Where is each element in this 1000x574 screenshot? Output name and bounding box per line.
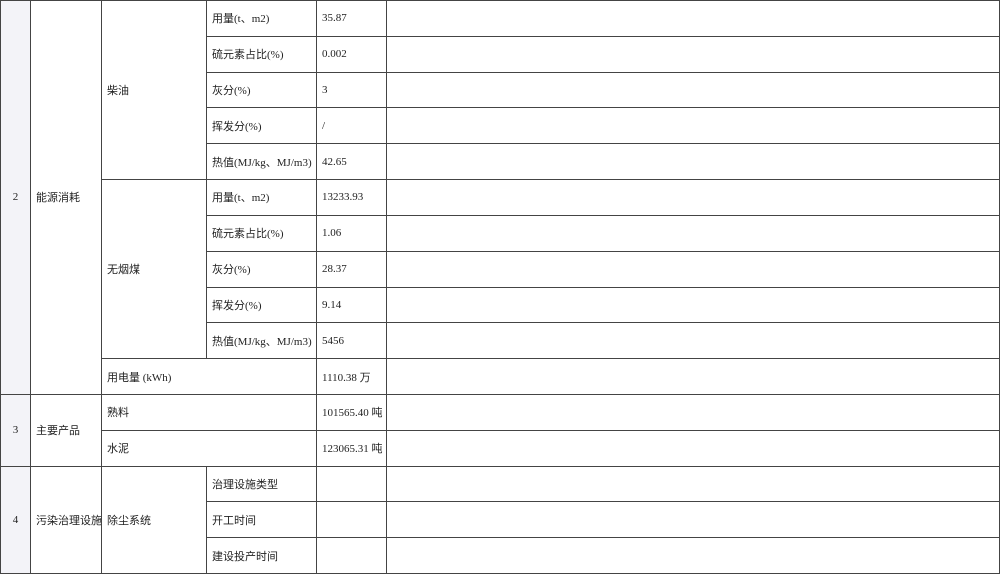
table-row: 无烟煤 用量(t、m2) 13233.93 (1, 179, 1000, 360)
item-label: 开工时间 (206, 501, 317, 539)
item-value (316, 537, 387, 574)
table-row: 挥发分(%) 9.14 (1, 286, 1000, 324)
item-label: 硫元素占比(%) (206, 214, 317, 252)
item-label: 热值(MJ/kg、MJ/m3) (206, 143, 317, 181)
table-row: 水泥 123065.31 吨 (1, 429, 1000, 467)
product-label: 熟料 (101, 393, 317, 431)
row-index: 4 (0, 465, 31, 574)
item-label: 挥发分(%) (206, 107, 317, 145)
table-row: 2 能源消耗 柴油 用量(t、m2) 35.87 (0, 0, 1000, 395)
item-value: 0.002 (316, 35, 387, 73)
item-value: 1.06 (316, 214, 387, 252)
table-row: 用电量 (kWh) 1110.38 万 (1, 358, 1000, 395)
item-label: 建设投产时间 (206, 537, 317, 574)
remark-cell (386, 214, 1000, 252)
remark-cell (386, 465, 1000, 503)
item-value: / (316, 107, 387, 145)
product-value: 101565.40 吨 (316, 393, 387, 431)
item-value: 13233.93 (316, 179, 387, 216)
item-value: 42.65 (316, 143, 387, 181)
item-label: 硫元素占比(%) (206, 35, 317, 73)
table-row: 灰分(%) 3 (1, 71, 1000, 109)
table-row: 热值(MJ/kg、MJ/m3) 42.65 (1, 143, 1000, 181)
table-row: 热值(MJ/kg、MJ/m3) 5456 (1, 322, 1000, 360)
category-cell: 主要产品 (30, 393, 102, 467)
item-value: 9.14 (316, 286, 387, 324)
remark-cell (386, 393, 1000, 431)
item-label: 灰分(%) (206, 250, 317, 288)
product-label: 水泥 (101, 429, 317, 467)
remark-cell (386, 107, 1000, 145)
remark-cell (386, 322, 1000, 360)
table-row: 挥发分(%) / (1, 107, 1000, 145)
item-value (316, 501, 387, 539)
item-label: 挥发分(%) (206, 286, 317, 324)
category-cell: 能源消耗 (30, 0, 102, 395)
item-value (316, 465, 387, 503)
category-cell: 污染治理设施 (30, 465, 102, 574)
remark-cell (386, 358, 1000, 395)
table-row: 建设投产时间 (1, 537, 1000, 574)
item-label: 灰分(%) (206, 71, 317, 109)
remark-cell (386, 35, 1000, 73)
remark-cell (386, 0, 1000, 37)
electricity-value: 1110.38 万 (316, 358, 387, 395)
item-value: 35.87 (316, 0, 387, 37)
table-row: 4 污染治理设施 除尘系统 治理设施类型 (0, 465, 1000, 574)
table-row: 硫元素占比(%) 0.002 (1, 35, 1000, 73)
row-index: 2 (0, 0, 31, 395)
remark-cell (386, 71, 1000, 109)
item-label: 用量(t、m2) (206, 179, 317, 216)
item-label: 用量(t、m2) (206, 0, 317, 37)
remark-cell (386, 250, 1000, 288)
item-value: 28.37 (316, 250, 387, 288)
system-cell: 除尘系统 (101, 465, 207, 574)
remark-cell (386, 429, 1000, 467)
fuel-name-cell: 无烟煤 (101, 179, 207, 360)
item-label: 治理设施类型 (206, 465, 317, 503)
table-row: 硫元素占比(%) 1.06 (1, 214, 1000, 252)
item-label: 热值(MJ/kg、MJ/m3) (206, 322, 317, 360)
item-value: 3 (316, 71, 387, 109)
table-row: 灰分(%) 28.37 (1, 250, 1000, 288)
remark-cell (386, 179, 1000, 216)
electricity-label: 用电量 (kWh) (101, 358, 317, 395)
remark-cell (386, 286, 1000, 324)
table-row: 3 主要产品 熟料 101565.40 吨 (0, 393, 1000, 467)
row-index: 3 (0, 393, 31, 467)
remark-cell (386, 537, 1000, 574)
item-value: 5456 (316, 322, 387, 360)
remark-cell (386, 501, 1000, 539)
fuel-name-cell: 柴油 (101, 0, 207, 181)
remark-cell (386, 143, 1000, 181)
table-row: 开工时间 (1, 501, 1000, 539)
product-value: 123065.31 吨 (316, 429, 387, 467)
